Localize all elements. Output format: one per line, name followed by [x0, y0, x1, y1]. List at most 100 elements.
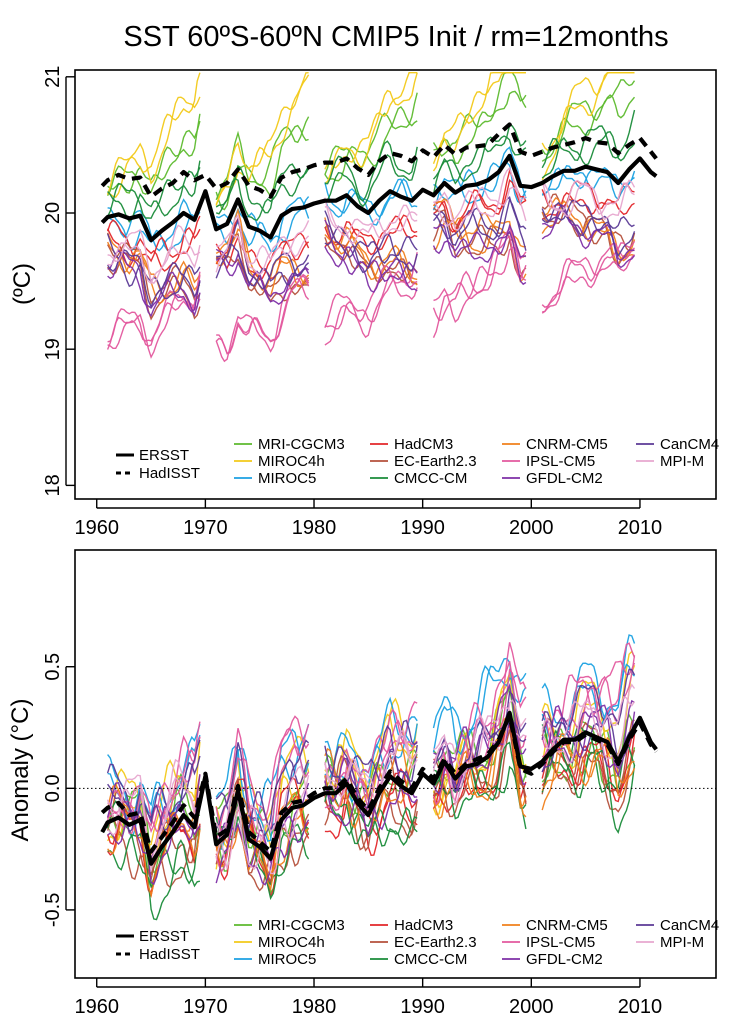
series-cmcc-cm-1-2	[106, 160, 201, 219]
series-cmcc-cm-3-1	[324, 776, 418, 847]
series-cnrm-cm5-1-2	[106, 232, 201, 298]
legend-label-cancm4: CanCM4	[660, 436, 719, 453]
series-cancm4-4-2	[433, 195, 527, 251]
series-gfdl-cm2-5-1	[541, 203, 636, 269]
legend-label-ipsl-cm5: IPSL-CM5	[526, 453, 595, 470]
series-cancm4-2-2	[216, 243, 310, 287]
series-gfdl-cm2-1-2	[107, 251, 201, 318]
series-gfdl-cm2-2-1	[215, 785, 310, 886]
series-ipsl-cm5-2-3	[215, 277, 310, 363]
series-gfdl-cm2-1-1	[107, 249, 201, 313]
series-cmcc-cm-2-2	[215, 816, 310, 887]
series-miroc5-2-2	[215, 196, 310, 247]
legend-label-mri-cgcm3: MRI-CGCM3	[258, 917, 345, 934]
legend-label-miroc5: MIROC5	[258, 951, 316, 968]
plot-frame	[74, 549, 717, 979]
series-mpi-m-2-1	[215, 213, 310, 276]
series-cmcc-cm-4-2	[432, 135, 527, 195]
series-hadcm3-3-2	[324, 215, 418, 256]
y-tick-label-19: 19	[42, 338, 64, 360]
panel-2: 1960 1970 1980 1990 2000 2010 -0.5 0.0 0.5 Anomal…	[7, 549, 719, 1018]
series-cmcc-cm-5-2	[541, 109, 636, 169]
series-mpi-m-2-1	[215, 775, 310, 870]
series-mri-cgcm3-3-2	[324, 105, 418, 182]
series-ipsl-cm5-5-1	[542, 254, 635, 313]
legend-label-hadisst: HadISST	[139, 465, 200, 482]
x-tick-label-1980: 1980	[292, 996, 337, 1018]
series-mpi-m-1-2	[106, 776, 201, 863]
series-mpi-m-5-2	[541, 179, 635, 215]
series-miroc4h-1-1	[106, 72, 201, 195]
series-cancm4-2-2	[215, 742, 310, 837]
x-tick-label-1960: 1960	[74, 517, 119, 539]
series-ersst	[100, 710, 658, 866]
series-cancm4-3-1	[324, 210, 418, 264]
series-miroc5-3-2	[324, 696, 418, 793]
legend-label-mpi-m: MPI-M	[660, 453, 704, 470]
y-tick-label-0.0: 0.0	[42, 774, 64, 802]
y-axis-label: Anomaly (°C)	[7, 699, 34, 842]
series-hadisst	[100, 713, 658, 854]
series-ipsl-cm5-4-3	[432, 235, 527, 338]
series-mpi-m-1-2	[107, 224, 201, 285]
x-tick-label-1960: 1960	[74, 996, 119, 1018]
series-mpi-m-4-1	[433, 186, 527, 231]
legend-label-mpi-m: MPI-M	[660, 934, 704, 951]
series-miroc5-3-2	[324, 178, 418, 226]
series-ec-earth2-3-5-2	[541, 198, 635, 252]
series-cnrm-cm5-5-2	[541, 196, 636, 266]
series-cnrm-cm5-3-1	[324, 217, 418, 281]
series-ipsl-cm5-5-2	[541, 242, 635, 314]
x-tick-label-2010: 2010	[618, 517, 663, 539]
y-tick-label-21: 21	[42, 66, 64, 88]
series-cnrm-cm5-1-1	[106, 241, 201, 305]
legend-label-gfdl-cm2: GFDL-CM2	[526, 951, 603, 968]
x-tick-label-1970: 1970	[183, 996, 228, 1018]
series-cmcc-cm-2-2	[215, 168, 310, 222]
series-miroc4h-2-1	[215, 72, 309, 205]
series-ersst	[100, 153, 658, 243]
series-miroc4h-3-1	[324, 71, 418, 170]
series-ec-earth2-3-5-1	[541, 193, 636, 267]
series-mri-cgcm3-4-2	[433, 90, 527, 165]
series-mpi-m-3-1	[324, 205, 418, 245]
series-miroc5-4-1	[432, 664, 527, 756]
legend-label-ec-earth2-3: EC-Earth2.3	[394, 453, 477, 470]
x-tick-label-1980: 1980	[292, 517, 337, 539]
legend-label-miroc5: MIROC5	[258, 470, 316, 487]
series-miroc4h-5-2	[541, 71, 635, 152]
legend-label-miroc4h: MIROC4h	[258, 453, 325, 470]
legend-label-cancm4: CanCM4	[660, 917, 719, 934]
x-tick-label-1990: 1990	[400, 517, 445, 539]
legend-label-ec-earth2-3: EC-Earth2.3	[394, 934, 477, 951]
series-cancm4-5-1	[541, 199, 635, 232]
series-gfdl-cm2-2-2	[215, 248, 310, 298]
series-hadcm3-1-1	[106, 215, 201, 263]
series-cmcc-cm-1-2	[107, 832, 201, 921]
series-cancm4-5-2	[541, 201, 636, 258]
series-miroc4h-1-2	[107, 96, 201, 199]
series-cmcc-cm-3-1	[324, 140, 418, 202]
y-tick-label-0.5: 0.5	[42, 653, 64, 681]
series-cancm4-5-1	[541, 668, 636, 728]
series-gfdl-cm2-4-2	[433, 223, 527, 259]
x-tick-label-2010: 2010	[618, 996, 663, 1018]
series-cmcc-cm-5-1	[541, 131, 636, 179]
series-hadisst	[100, 122, 658, 199]
legend-label-cmcc-cm: CMCC-CM	[394, 470, 467, 487]
series-cmcc-cm-1-1	[107, 167, 201, 223]
series-miroc5-1-1	[107, 198, 201, 252]
y-tick-label-20: 20	[42, 202, 64, 224]
series-cnrm-cm5-5-1	[541, 738, 635, 791]
series-ipsl-cm5-3-3	[324, 272, 418, 346]
legend-label-hadcm3: HadCM3	[394, 917, 453, 934]
legend-label-hadcm3: HadCM3	[394, 436, 453, 453]
series-ec-earth2-3-1-1	[107, 252, 201, 321]
series-gfdl-cm2-3-1	[324, 246, 418, 294]
y-tick-label--0.5: -0.5	[42, 893, 64, 927]
series-gfdl-cm2-3-2	[324, 219, 418, 283]
series-hadcm3-2-2	[215, 216, 310, 280]
series-miroc4h-3-1	[324, 713, 418, 806]
series-ipsl-cm5-5-3	[541, 240, 636, 308]
